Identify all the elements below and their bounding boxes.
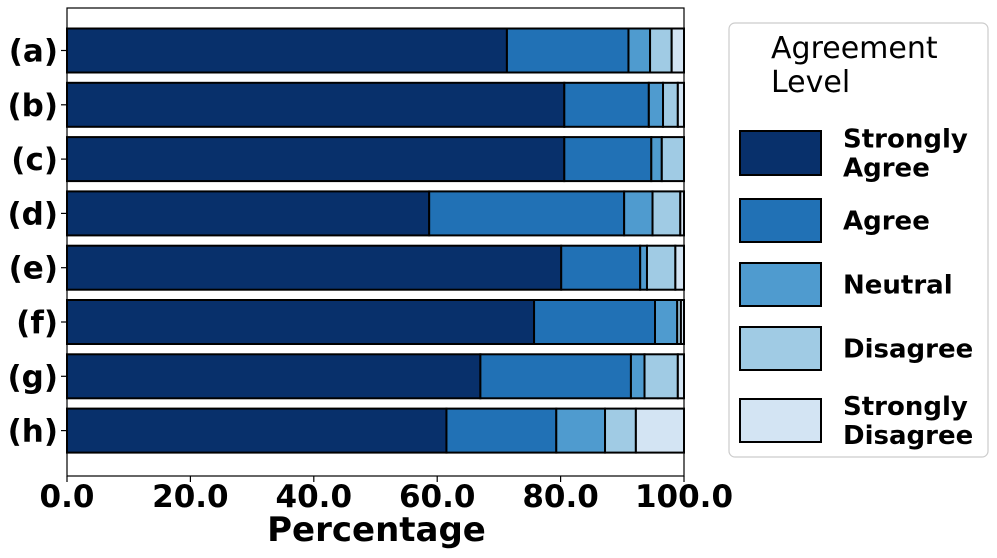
bar-segment-2-2 [650, 136, 663, 183]
category-label: (a) [9, 34, 58, 70]
bar-segment-4-3 [645, 244, 677, 291]
bar-segment-0-3 [649, 27, 673, 74]
bar-segment-5-0 [66, 299, 536, 345]
bar-segment-7-2 [555, 407, 607, 454]
legend-title: Level [771, 65, 850, 100]
legend-swatch [739, 398, 822, 443]
bar-segment-2-3 [660, 136, 686, 183]
bar-segment-0-2 [627, 27, 652, 74]
legend-swatch [739, 130, 822, 176]
bar-segment-2-0 [66, 136, 566, 183]
bar-segment-6-0 [66, 353, 482, 400]
category-label: (c) [11, 142, 58, 178]
legend-swatch [739, 198, 822, 243]
bar-segment-6-1 [479, 353, 632, 400]
x-tick-label: 100.0 [635, 479, 733, 515]
bar-segment-3-3 [651, 190, 682, 237]
bar-segment-2-1 [563, 136, 653, 183]
axes-layer: (a) (b) (c) (d) (e) (f) (g) (h) 0.0 20.0 40.0 60.0 8… [7, 7, 733, 550]
bar-segment-7-0 [66, 407, 448, 454]
bar-segment-7-4 [634, 407, 686, 454]
category-label: (d) [7, 196, 58, 232]
bar-segment-1-2 [647, 81, 665, 128]
x-tick-label: 40.0 [276, 479, 353, 515]
bar-segment-0-0 [66, 27, 508, 74]
bar-segment-1-4 [676, 81, 686, 128]
legend-entry-label: Agree [843, 154, 930, 184]
bar-segment-3-2 [623, 190, 654, 237]
x-axis-label: Percentage [267, 510, 486, 550]
legend-entry-label: Agree [843, 207, 930, 237]
legend-entry-label: Neutral [843, 271, 953, 301]
category-label: (f) [16, 305, 58, 341]
legend-entry-label: Strongly [843, 392, 968, 422]
x-tick-label: 0.0 [40, 479, 95, 515]
plot-frame [66, 7, 685, 477]
bar-segment-4-2 [639, 244, 648, 291]
bar-segment-1-3 [662, 81, 679, 128]
category-label: (g) [7, 359, 58, 395]
legend-title: Agreement [771, 31, 938, 66]
legend-entry-label: Strongly [843, 125, 968, 155]
legend: AgreementLevelStronglyAgreeAgreeNeutralD… [728, 22, 989, 458]
bar-segment-5-2 [654, 299, 679, 345]
bar-segment-6-2 [629, 353, 646, 400]
legend-entry-label: Disagree [843, 335, 973, 365]
category-label: (h) [8, 414, 58, 450]
bar-segment-0-4 [670, 27, 685, 74]
bar-segment-3-0 [66, 190, 431, 237]
bar-segment-7-1 [445, 407, 558, 454]
legend-entry-label: Disagree [843, 421, 973, 451]
bar-segment-0-1 [505, 27, 630, 74]
bar-segment-5-1 [533, 299, 657, 345]
bar-segment-3-1 [428, 190, 626, 237]
bars-layer [66, 27, 686, 454]
bar-segment-7-3 [604, 407, 637, 454]
legend-swatch [739, 262, 822, 307]
bar-segment-1-1 [563, 81, 650, 128]
bar-segment-4-0 [66, 244, 563, 291]
bar-segment-1-0 [66, 81, 566, 128]
x-tick-label: 60.0 [399, 479, 476, 515]
category-label: (e) [9, 251, 58, 287]
legend-swatch [739, 326, 822, 371]
bar-segment-4-1 [560, 244, 642, 291]
bar-segment-6-3 [643, 353, 679, 400]
bar-segment-4-4 [674, 244, 685, 291]
x-tick-label: 20.0 [152, 479, 229, 515]
x-tick-label: 80.0 [522, 479, 599, 515]
category-label: (b) [7, 88, 58, 124]
bar-segment-6-4 [676, 353, 686, 400]
